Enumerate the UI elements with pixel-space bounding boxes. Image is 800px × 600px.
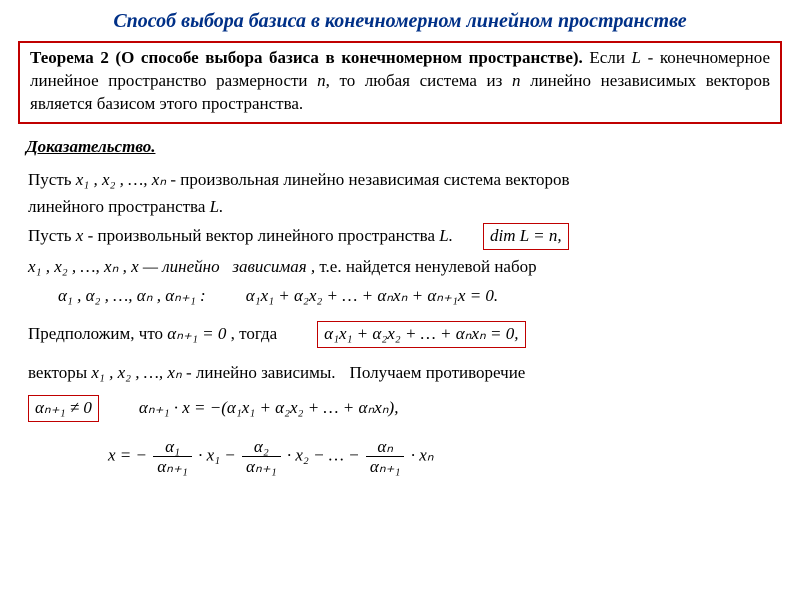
- p1-line1: Пусть x₁ , x₂ , …, xₙ - произвольная лин…: [28, 169, 782, 192]
- text: - линейно зависимы.: [186, 363, 336, 382]
- vec-dep-text: векторы x₁ , x₂ , …, xₙ - линейно зависи…: [28, 362, 336, 385]
- frac-1: α₁ αₙ₊₁: [153, 438, 192, 475]
- p2-text: Пусть x - произвольный вектор линейного …: [28, 225, 453, 248]
- eq4-fraction: x = − α₁ αₙ₊₁ · x₁ − α₂ αₙ₊₁ · x₂ − … − …: [108, 438, 782, 475]
- theorem-head: Теорема 2 (О способе выбора базиса в кон…: [30, 48, 583, 67]
- vector-list: x₁ , x₂ , …, xₙ: [91, 363, 181, 382]
- assume-row: Предположим, что αₙ₊₁ = 0 , тогда α₁x₁ +…: [28, 321, 782, 348]
- frac-2: α₂ αₙ₊₁: [242, 438, 281, 475]
- assume-text: Предположим, что αₙ₊₁ = 0 , тогда: [28, 323, 277, 346]
- text: Пусть: [28, 226, 76, 245]
- t-L: L: [632, 48, 641, 67]
- x-eq: x = −: [108, 446, 147, 465]
- eq-lin-comb: α₁x₁ + α₂x₂ + … + αₙxₙ + αₙ₊₁x = 0.: [246, 285, 498, 308]
- eq3-row: αₙ₊₁ ≠ 0 αₙ₊₁ · x = −(α₁x₁ + α₂x₂ + … + …: [28, 395, 782, 422]
- eq3: αₙ₊₁ · x = −(α₁x₁ + α₂x₂ + … + αₙxₙ),: [139, 397, 399, 420]
- vec-dep-row: векторы x₁ , x₂ , …, xₙ - линейно зависи…: [28, 362, 782, 385]
- dep-word: зависимая ,: [232, 257, 315, 276]
- frac-n: αₙ αₙ₊₁: [366, 438, 405, 475]
- num: αₙ: [366, 438, 405, 457]
- proof-heading: Доказательство.: [26, 136, 155, 159]
- p3: x₁ , x₂ , …, xₙ , x — линейно зависимая …: [28, 256, 782, 279]
- eq3-r: ),: [389, 398, 399, 417]
- L: L.: [439, 226, 453, 245]
- p2-row: Пусть x - произвольный вектор линейного …: [28, 223, 782, 250]
- theorem-box: Теорема 2 (О способе выбора базиса в кон…: [18, 41, 782, 124]
- vector-list-x: x₁ , x₂ , …, xₙ , x — линейно: [28, 257, 220, 276]
- eq3-inner: α₁x₁ + α₂x₂ + … + αₙxₙ: [227, 398, 389, 417]
- alpha-row: α₁ , α₂ , …, αₙ , αₙ₊₁ : α₁x₁ + α₂x₂ + ……: [58, 285, 782, 308]
- alphas-list: α₁ , α₂ , …, αₙ , αₙ₊₁ :: [58, 285, 206, 308]
- den: αₙ₊₁: [366, 457, 405, 475]
- eq3-lhs: αₙ₊₁ · x = −(: [139, 398, 227, 417]
- page-title: Способ выбора базиса в конечномерном лин…: [18, 8, 782, 35]
- p1-line2: линейного пространства L.: [28, 196, 782, 219]
- dimL-box: dim L = n,: [483, 223, 569, 250]
- L: L.: [210, 197, 224, 216]
- text: Предположим, что: [28, 324, 167, 343]
- text: , тогда: [231, 324, 278, 343]
- sep: · xₙ: [411, 446, 434, 465]
- text: - произвольная линейно независимая систе…: [170, 170, 569, 189]
- text: - произвольный вектор линейного простран…: [83, 226, 439, 245]
- assume-cond: αₙ₊₁ = 0: [167, 324, 226, 343]
- t-text: , то любая система из: [326, 71, 512, 90]
- t-text: Если: [589, 48, 631, 67]
- t-n: n: [317, 71, 326, 90]
- eq2-box: α₁x₁ + α₂x₂ + … + αₙxₙ = 0,: [317, 321, 525, 348]
- neq-box: αₙ₊₁ ≠ 0: [28, 395, 99, 422]
- text: т.е. найдется ненулевой набор: [319, 257, 536, 276]
- text: векторы: [28, 363, 91, 382]
- den: αₙ₊₁: [242, 457, 281, 475]
- sep: · x₁ −: [198, 446, 236, 465]
- text: Пусть: [28, 170, 76, 189]
- den: αₙ₊₁: [153, 457, 192, 475]
- num: α₁: [153, 438, 192, 457]
- vector-list: x₁ , x₂ , …, xₙ: [76, 170, 166, 189]
- text: линейного пространства: [28, 197, 210, 216]
- sep: · x₂ − … −: [287, 446, 360, 465]
- num: α₂: [242, 438, 281, 457]
- contradiction-text: Получаем противоречие: [350, 362, 526, 385]
